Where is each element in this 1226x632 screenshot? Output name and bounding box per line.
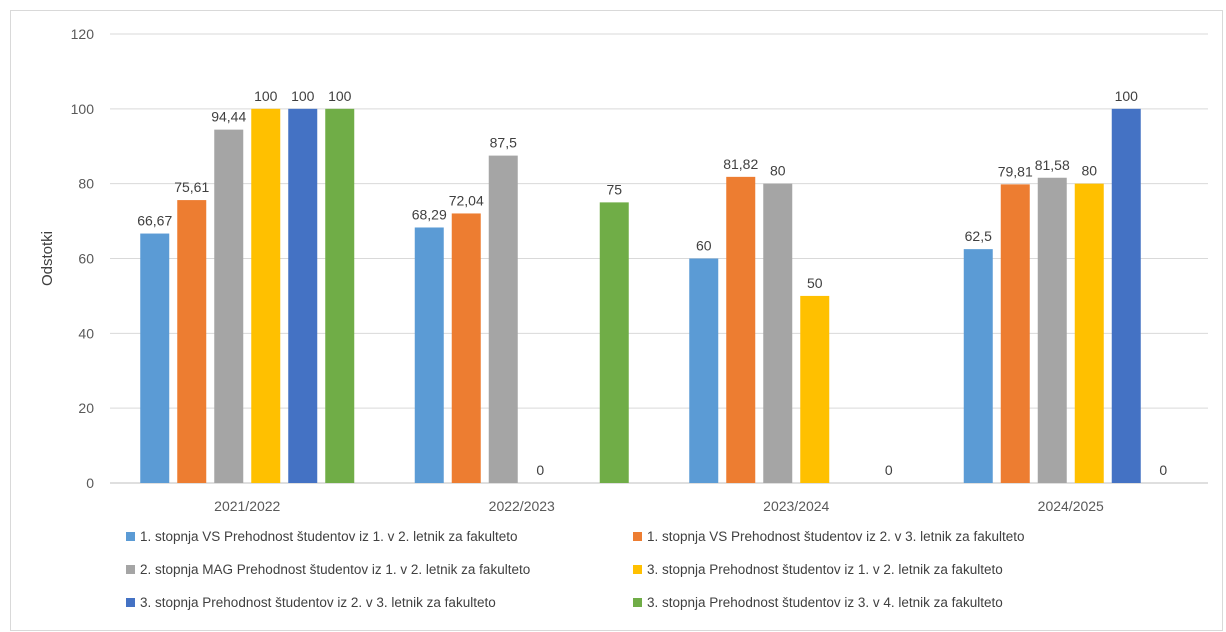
legend-swatch — [633, 598, 642, 607]
bar — [414, 227, 444, 483]
data-label: 100 — [328, 88, 352, 104]
data-label: 80 — [770, 163, 786, 179]
y-tick-label: 20 — [78, 400, 94, 416]
data-label: 100 — [254, 88, 278, 104]
y-tick-label: 0 — [86, 475, 94, 491]
bar — [214, 129, 244, 483]
data-label: 60 — [696, 238, 712, 254]
bar — [726, 176, 756, 484]
bar — [1037, 177, 1067, 484]
y-tick-label: 80 — [78, 176, 94, 192]
x-tick-label: 2021/2022 — [214, 498, 280, 514]
legend-label: 3. stopnja Prehodnost študentov iz 1. v … — [647, 562, 1003, 577]
y-tick-label: 100 — [71, 101, 95, 117]
bar — [251, 108, 281, 483]
bar — [1074, 183, 1104, 483]
bar — [763, 183, 793, 483]
y-tick-label: 120 — [71, 26, 95, 42]
bar — [599, 202, 629, 483]
data-label: 75 — [606, 181, 622, 197]
data-label: 79,81 — [998, 163, 1033, 179]
y-axis-title: Odstotki — [39, 231, 56, 286]
legend-swatch — [126, 565, 135, 574]
data-label: 100 — [291, 88, 315, 104]
bar — [325, 108, 355, 483]
legend-swatch — [126, 598, 135, 607]
bar — [288, 108, 318, 483]
data-label: 72,04 — [449, 192, 484, 208]
y-tick-label: 40 — [78, 325, 94, 341]
data-label: 0 — [1159, 462, 1167, 478]
data-label: 62,5 — [965, 228, 992, 244]
data-label: 100 — [1115, 88, 1139, 104]
legend-swatch — [633, 565, 642, 574]
legend-label: 3. stopnja Prehodnost študentov iz 2. v … — [140, 595, 496, 610]
legend-swatch — [633, 532, 642, 541]
x-tick-label: 2023/2024 — [763, 498, 829, 514]
x-tick-label: 2024/2025 — [1038, 498, 1104, 514]
x-tick-label: 2022/2023 — [489, 498, 555, 514]
legend-label: 1. stopnja VS Prehodnost študentov iz 1.… — [140, 529, 518, 544]
data-label: 50 — [807, 275, 823, 291]
legend-item: 1. stopnja VS Prehodnost študentov iz 1.… — [126, 529, 517, 544]
bar — [963, 249, 993, 483]
data-label: 81,58 — [1035, 157, 1070, 173]
legend-item: 3. stopnja Prehodnost študentov iz 3. v … — [633, 595, 1003, 610]
data-label: 68,29 — [412, 206, 447, 222]
data-label: 80 — [1081, 163, 1097, 179]
legend-label: 3. stopnja Prehodnost študentov iz 3. v … — [647, 595, 1003, 610]
legend-item: 3. stopnja Prehodnost študentov iz 1. v … — [633, 562, 1003, 577]
bar — [689, 258, 719, 483]
legend-item: 3. stopnja Prehodnost študentov iz 2. v … — [126, 595, 496, 610]
data-label: 87,5 — [490, 135, 517, 151]
data-label: 75,61 — [174, 179, 209, 195]
data-label: 66,67 — [137, 213, 172, 229]
bar — [1000, 184, 1030, 484]
bar — [140, 233, 170, 483]
bar — [1111, 108, 1141, 483]
legend-item: 2. stopnja MAG Prehodnost študentov iz 1… — [126, 562, 530, 577]
data-label: 81,82 — [723, 156, 758, 172]
bar — [451, 213, 481, 484]
data-label: 0 — [885, 462, 893, 478]
data-label: 0 — [536, 462, 544, 478]
legend-item: 1. stopnja VS Prehodnost študentov iz 2.… — [633, 529, 1024, 544]
bar — [800, 295, 830, 483]
data-label: 94,44 — [211, 109, 246, 125]
legend-swatch — [126, 532, 135, 541]
y-tick-label: 60 — [78, 251, 94, 267]
legend-label: 1. stopnja VS Prehodnost študentov iz 2.… — [647, 529, 1025, 544]
bar — [488, 155, 518, 483]
bar — [177, 200, 207, 483]
chart-frame — [10, 10, 1223, 631]
legend-label: 2. stopnja MAG Prehodnost študentov iz 1… — [140, 562, 531, 577]
